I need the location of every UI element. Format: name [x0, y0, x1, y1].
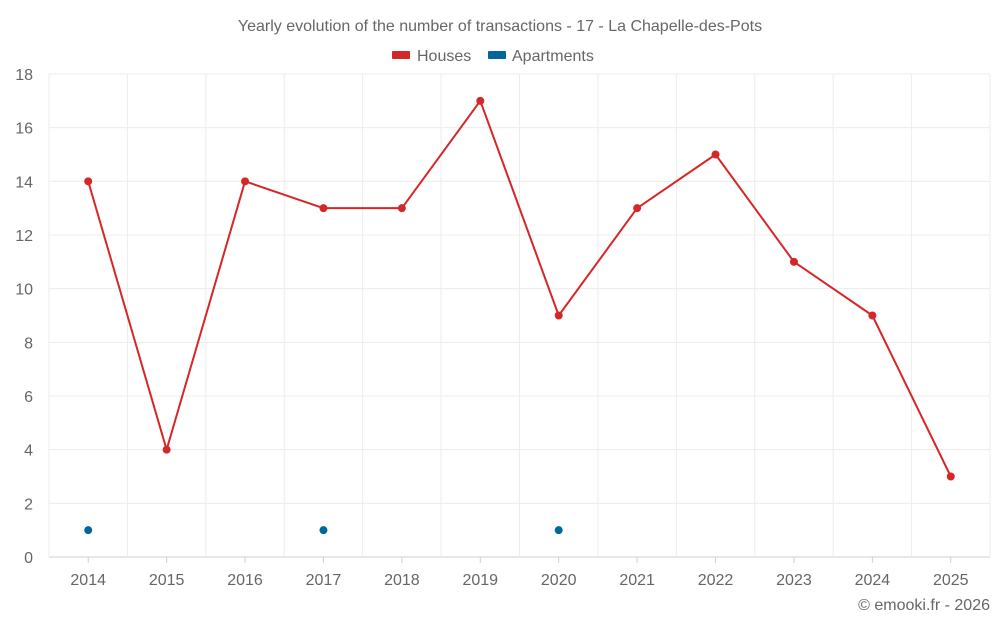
series-houses — [84, 96, 955, 481]
y-tick-label: 6 — [24, 389, 33, 406]
y-tick-label: 8 — [24, 335, 33, 352]
houses-point-2016[interactable] — [241, 177, 250, 186]
houses-point-2015[interactable] — [162, 445, 171, 454]
chart-title: Yearly evolution of the number of transa… — [238, 18, 762, 35]
houses-point-2023[interactable] — [789, 257, 798, 266]
houses-point-2021[interactable] — [633, 204, 642, 213]
x-tick-label-2025: 2025 — [933, 572, 969, 589]
houses-point-2025[interactable] — [946, 472, 955, 481]
y-tick-label: 10 — [15, 282, 33, 299]
legend-houses-label[interactable]: Houses — [417, 48, 471, 65]
houses-point-2017[interactable] — [319, 204, 328, 213]
houses-point-2018[interactable] — [397, 204, 406, 213]
axis-layer: 0 2 4 6 8 10 12 14 16 18 2014 2015 2016 2017 2018 2019 2… — [15, 67, 968, 589]
legend: Houses Apartments — [392, 48, 594, 65]
x-tick-label-2018: 2018 — [384, 572, 420, 589]
x-tick-label-2014: 2014 — [70, 572, 106, 589]
x-tick-label-2019: 2019 — [462, 572, 498, 589]
houses-point-2022[interactable] — [711, 150, 720, 159]
x-tick-label-2016: 2016 — [227, 572, 263, 589]
grid-layer — [48, 73, 991, 558]
y-tick-label: 16 — [15, 121, 33, 138]
y-tick-label: 12 — [15, 228, 33, 245]
y-tick-label: 18 — [15, 67, 33, 84]
x-tick-label-2024: 2024 — [855, 572, 891, 589]
x-tick-label-2020: 2020 — [541, 572, 577, 589]
x-tick-label-2022: 2022 — [698, 572, 734, 589]
y-tick-label: 14 — [15, 174, 33, 191]
x-tick-label-2023: 2023 — [776, 572, 812, 589]
houses-point-2019[interactable] — [476, 96, 485, 105]
legend-houses-swatch[interactable] — [392, 51, 410, 59]
apartments-point-2014[interactable] — [84, 526, 93, 535]
x-tick-label-2021: 2021 — [619, 572, 655, 589]
series-layer — [84, 96, 955, 535]
y-tick-label: 0 — [24, 550, 33, 567]
series-apartments — [84, 526, 563, 535]
legend-apartments-swatch[interactable] — [488, 51, 506, 59]
houses-point-2024[interactable] — [868, 311, 877, 320]
y-tick-label: 2 — [24, 496, 33, 513]
legend-apartments-label[interactable]: Apartments — [512, 48, 594, 65]
apartments-point-2020[interactable] — [554, 526, 563, 535]
houses-line — [87, 99, 952, 478]
x-tick-label-2015: 2015 — [149, 572, 185, 589]
credit-text: © emooki.fr - 2026 — [858, 597, 990, 614]
x-tick-label-2017: 2017 — [306, 572, 342, 589]
houses-point-2014[interactable] — [84, 177, 93, 186]
y-tick-label: 4 — [24, 443, 33, 460]
houses-point-2020[interactable] — [554, 311, 563, 320]
apartments-point-2017[interactable] — [319, 526, 328, 535]
